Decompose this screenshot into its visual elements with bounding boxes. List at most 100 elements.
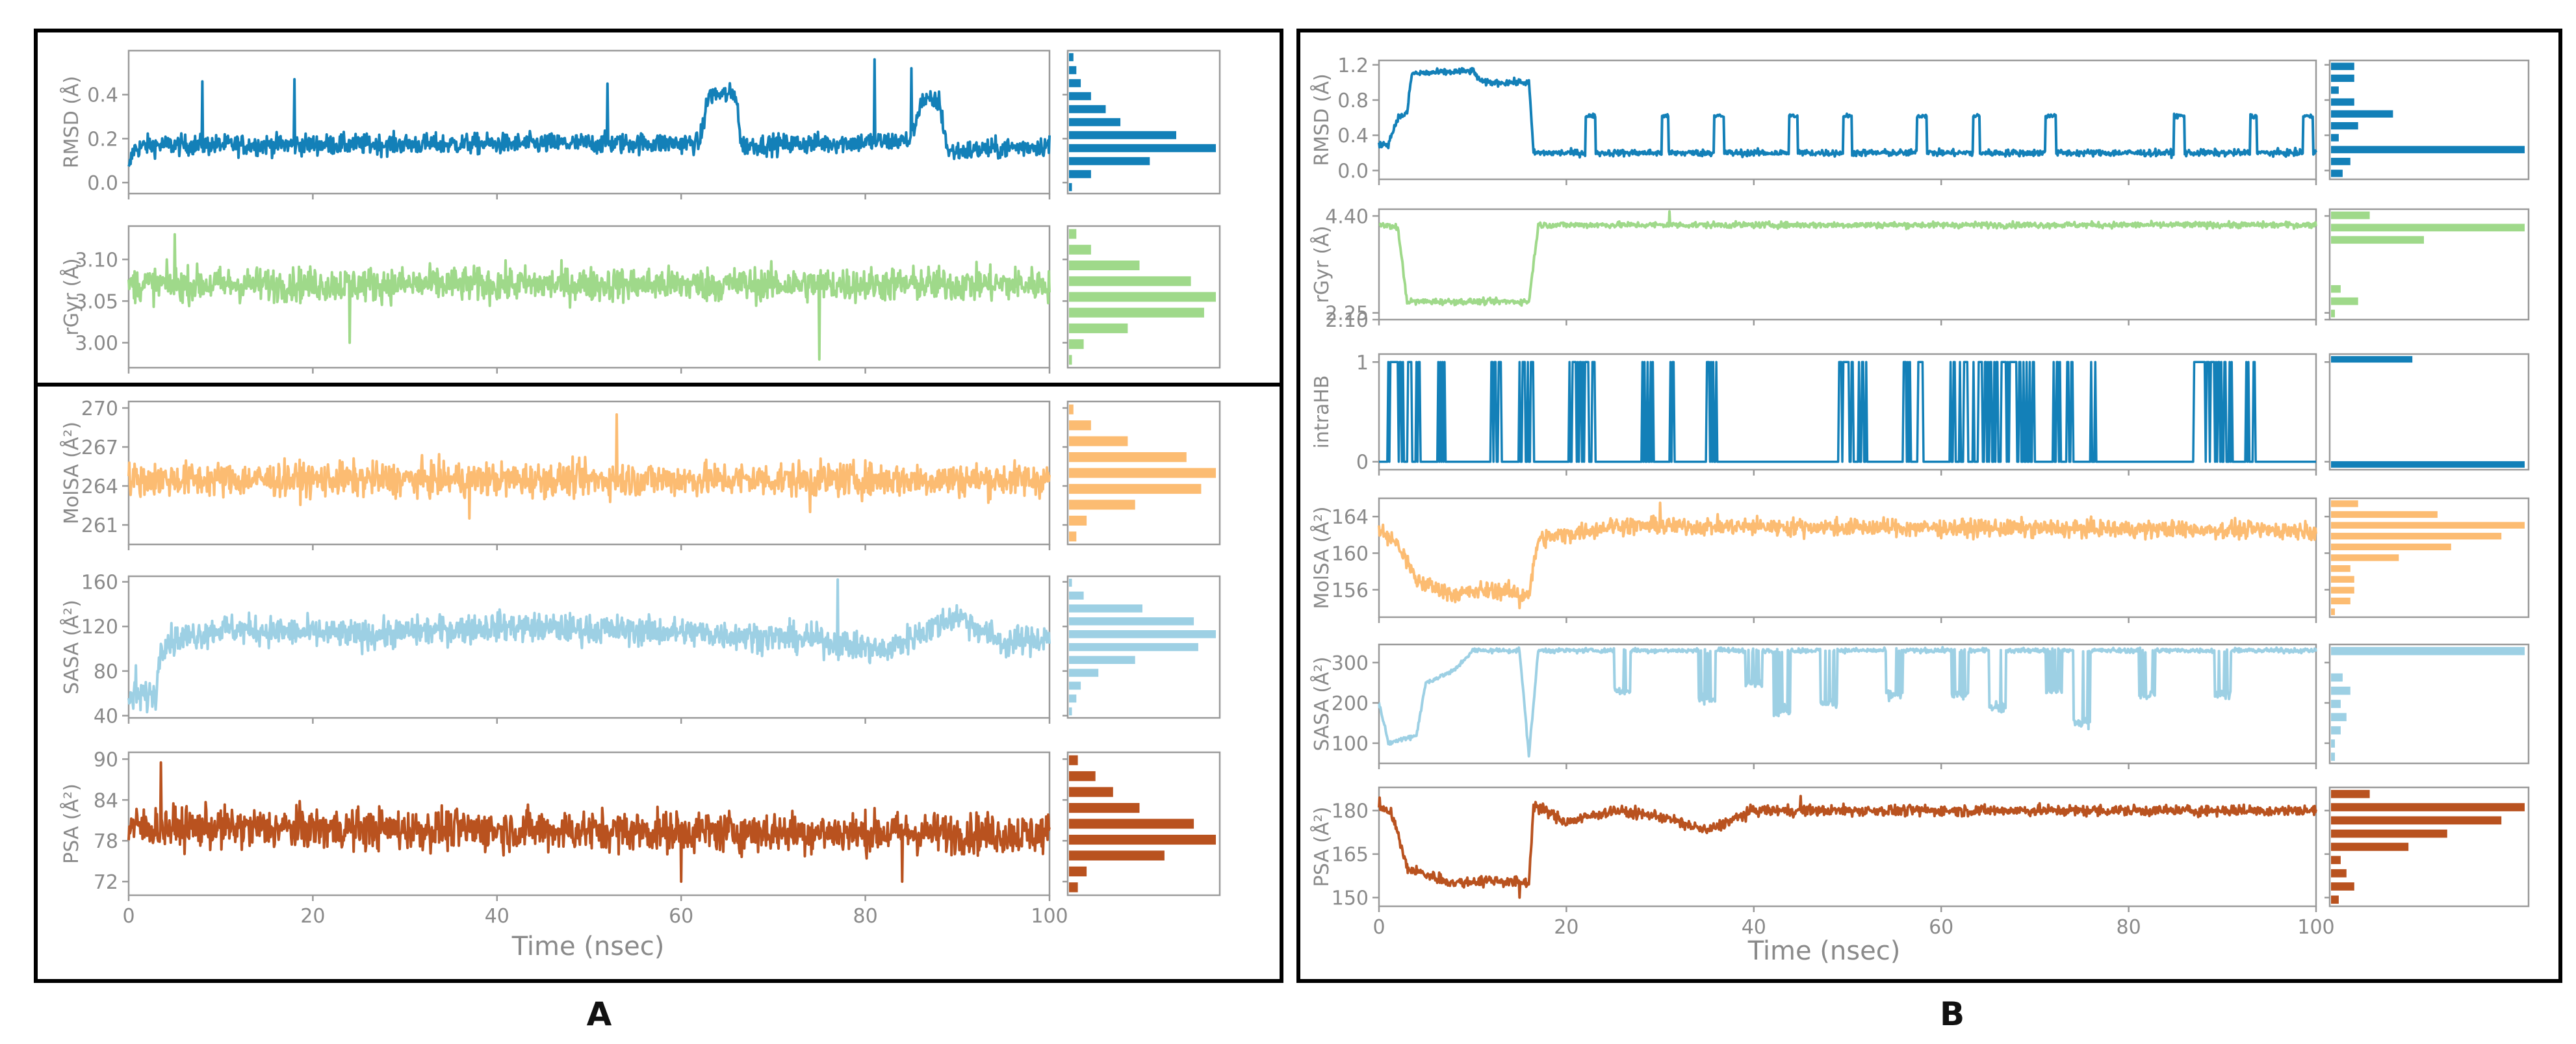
histogram-bar [1069, 591, 1084, 600]
histogram-bar [1069, 643, 1198, 652]
histogram-bar [1069, 452, 1187, 463]
y-tick-label: 120 [81, 616, 118, 639]
series-line [127, 233, 1051, 361]
histogram-bar [1069, 339, 1084, 350]
y-tick-label: 3.05 [75, 290, 118, 313]
histogram-bar [1069, 118, 1121, 127]
panel-b-xlabel: Time (nsec) [1747, 936, 1901, 966]
histogram-frame [1066, 575, 1221, 719]
histogram-bar [1069, 850, 1165, 861]
histogram-bar [2331, 726, 2341, 735]
histogram-bar [2331, 170, 2343, 177]
histogram-bar [2331, 789, 2370, 798]
y-tick-label: 267 [81, 437, 118, 459]
y-tick-label: 0.2 [87, 128, 118, 151]
histogram-bar [1069, 307, 1204, 318]
histogram-bar [2331, 146, 2525, 153]
histogram-bar [1069, 436, 1128, 446]
histogram-bar [1069, 803, 1140, 813]
histogram-bar [1069, 483, 1202, 494]
histogram-frame [1066, 400, 1221, 546]
histogram-bar [2331, 223, 2525, 232]
x-tick-label: 100 [2297, 916, 2334, 939]
histogram-bar [1069, 144, 1216, 153]
histogram-bar [1069, 617, 1194, 626]
y-tick-label: 180 [1332, 800, 1369, 823]
histogram-bar [2331, 134, 2339, 142]
histogram-bar [2331, 533, 2502, 540]
histogram-bar [1069, 131, 1176, 140]
histogram-bar [2331, 587, 2354, 594]
y-tick-label: 72 [94, 871, 118, 894]
series-line [127, 578, 1051, 714]
histogram-bar [1069, 515, 1087, 526]
y-tick-label: 261 [81, 515, 118, 537]
x-tick-label: 80 [853, 905, 878, 928]
histogram-frame [2328, 643, 2530, 765]
x-tick-label: 40 [1742, 916, 1766, 939]
y-axis-label: rGyr (Å) [1310, 225, 1333, 303]
histogram-bar [2331, 554, 2399, 561]
histogram-bar [1069, 468, 1216, 478]
y-tick-label: 0 [1356, 452, 1369, 474]
y-axis-label: PSA (Å²) [60, 783, 83, 864]
y-tick-label: 0.4 [87, 84, 118, 107]
y-axis-label: RMSD (Å) [60, 76, 83, 168]
histogram-bar [1069, 866, 1087, 876]
axes-frame [1378, 208, 2317, 321]
y-axis-label: PSA (Å²) [1310, 807, 1333, 887]
panel-a-xlabel: Time (nsec) [511, 932, 665, 961]
histogram-bar [2331, 122, 2358, 130]
histogram-bar [2331, 565, 2351, 572]
histogram-bar [1069, 66, 1077, 75]
panel-label-a: A [587, 995, 612, 1033]
histogram-bar [2331, 608, 2335, 615]
histogram-bar [2331, 816, 2502, 825]
histogram-frame [2328, 59, 2530, 181]
histogram-bar [1069, 668, 1099, 677]
y-tick-label: 3.00 [75, 333, 118, 355]
histogram-bar [2331, 686, 2351, 695]
y-tick-label: 40 [94, 706, 118, 728]
histogram-bar [1069, 157, 1150, 166]
histogram-bar [2331, 500, 2358, 507]
histogram-bar [1069, 105, 1106, 114]
histogram-bar [1069, 707, 1072, 716]
histogram-bar [1069, 578, 1072, 587]
histogram-bar [2331, 297, 2358, 305]
series-line [127, 58, 1051, 167]
y-axis-label: MolSA (Å²) [60, 422, 83, 524]
y-tick-label: 156 [1332, 579, 1369, 602]
histogram-frame [2328, 353, 2530, 471]
histogram-frame [2328, 497, 2530, 618]
histogram-bar [2331, 86, 2339, 94]
histogram-bar [1069, 92, 1091, 101]
y-axis-label: SASA (Å²) [1310, 657, 1333, 752]
x-tick-label: 20 [1554, 916, 1578, 939]
histogram-bar [2331, 843, 2409, 851]
axes-frame [1378, 353, 2317, 471]
histogram-frame [2328, 786, 2530, 908]
histogram-bar [1069, 787, 1113, 797]
series-line [1378, 361, 2317, 463]
histogram-bar [2331, 700, 2341, 708]
histogram-bar [1069, 229, 1077, 239]
y-tick-label: 90 [94, 748, 118, 771]
y-axis-label: MolSA (Å²) [1310, 506, 1333, 609]
y-tick-label: 100 [1332, 733, 1369, 756]
panel-b-subplot-3: 0 1 intraHB [1311, 351, 2530, 476]
histogram-bar [1069, 292, 1216, 302]
histogram-bar [2331, 236, 2424, 244]
panel-a-subplot-4: 40 80 120 160 SASA (Å²) [60, 572, 1221, 728]
histogram-bar [2331, 739, 2335, 748]
panel-a-subplot-5: 72 78 84 90 PSA (Å²) 0 20 40 60 80 100 [60, 748, 1221, 928]
y-tick-label: 78 [94, 830, 118, 853]
histogram-bar [2331, 98, 2354, 106]
